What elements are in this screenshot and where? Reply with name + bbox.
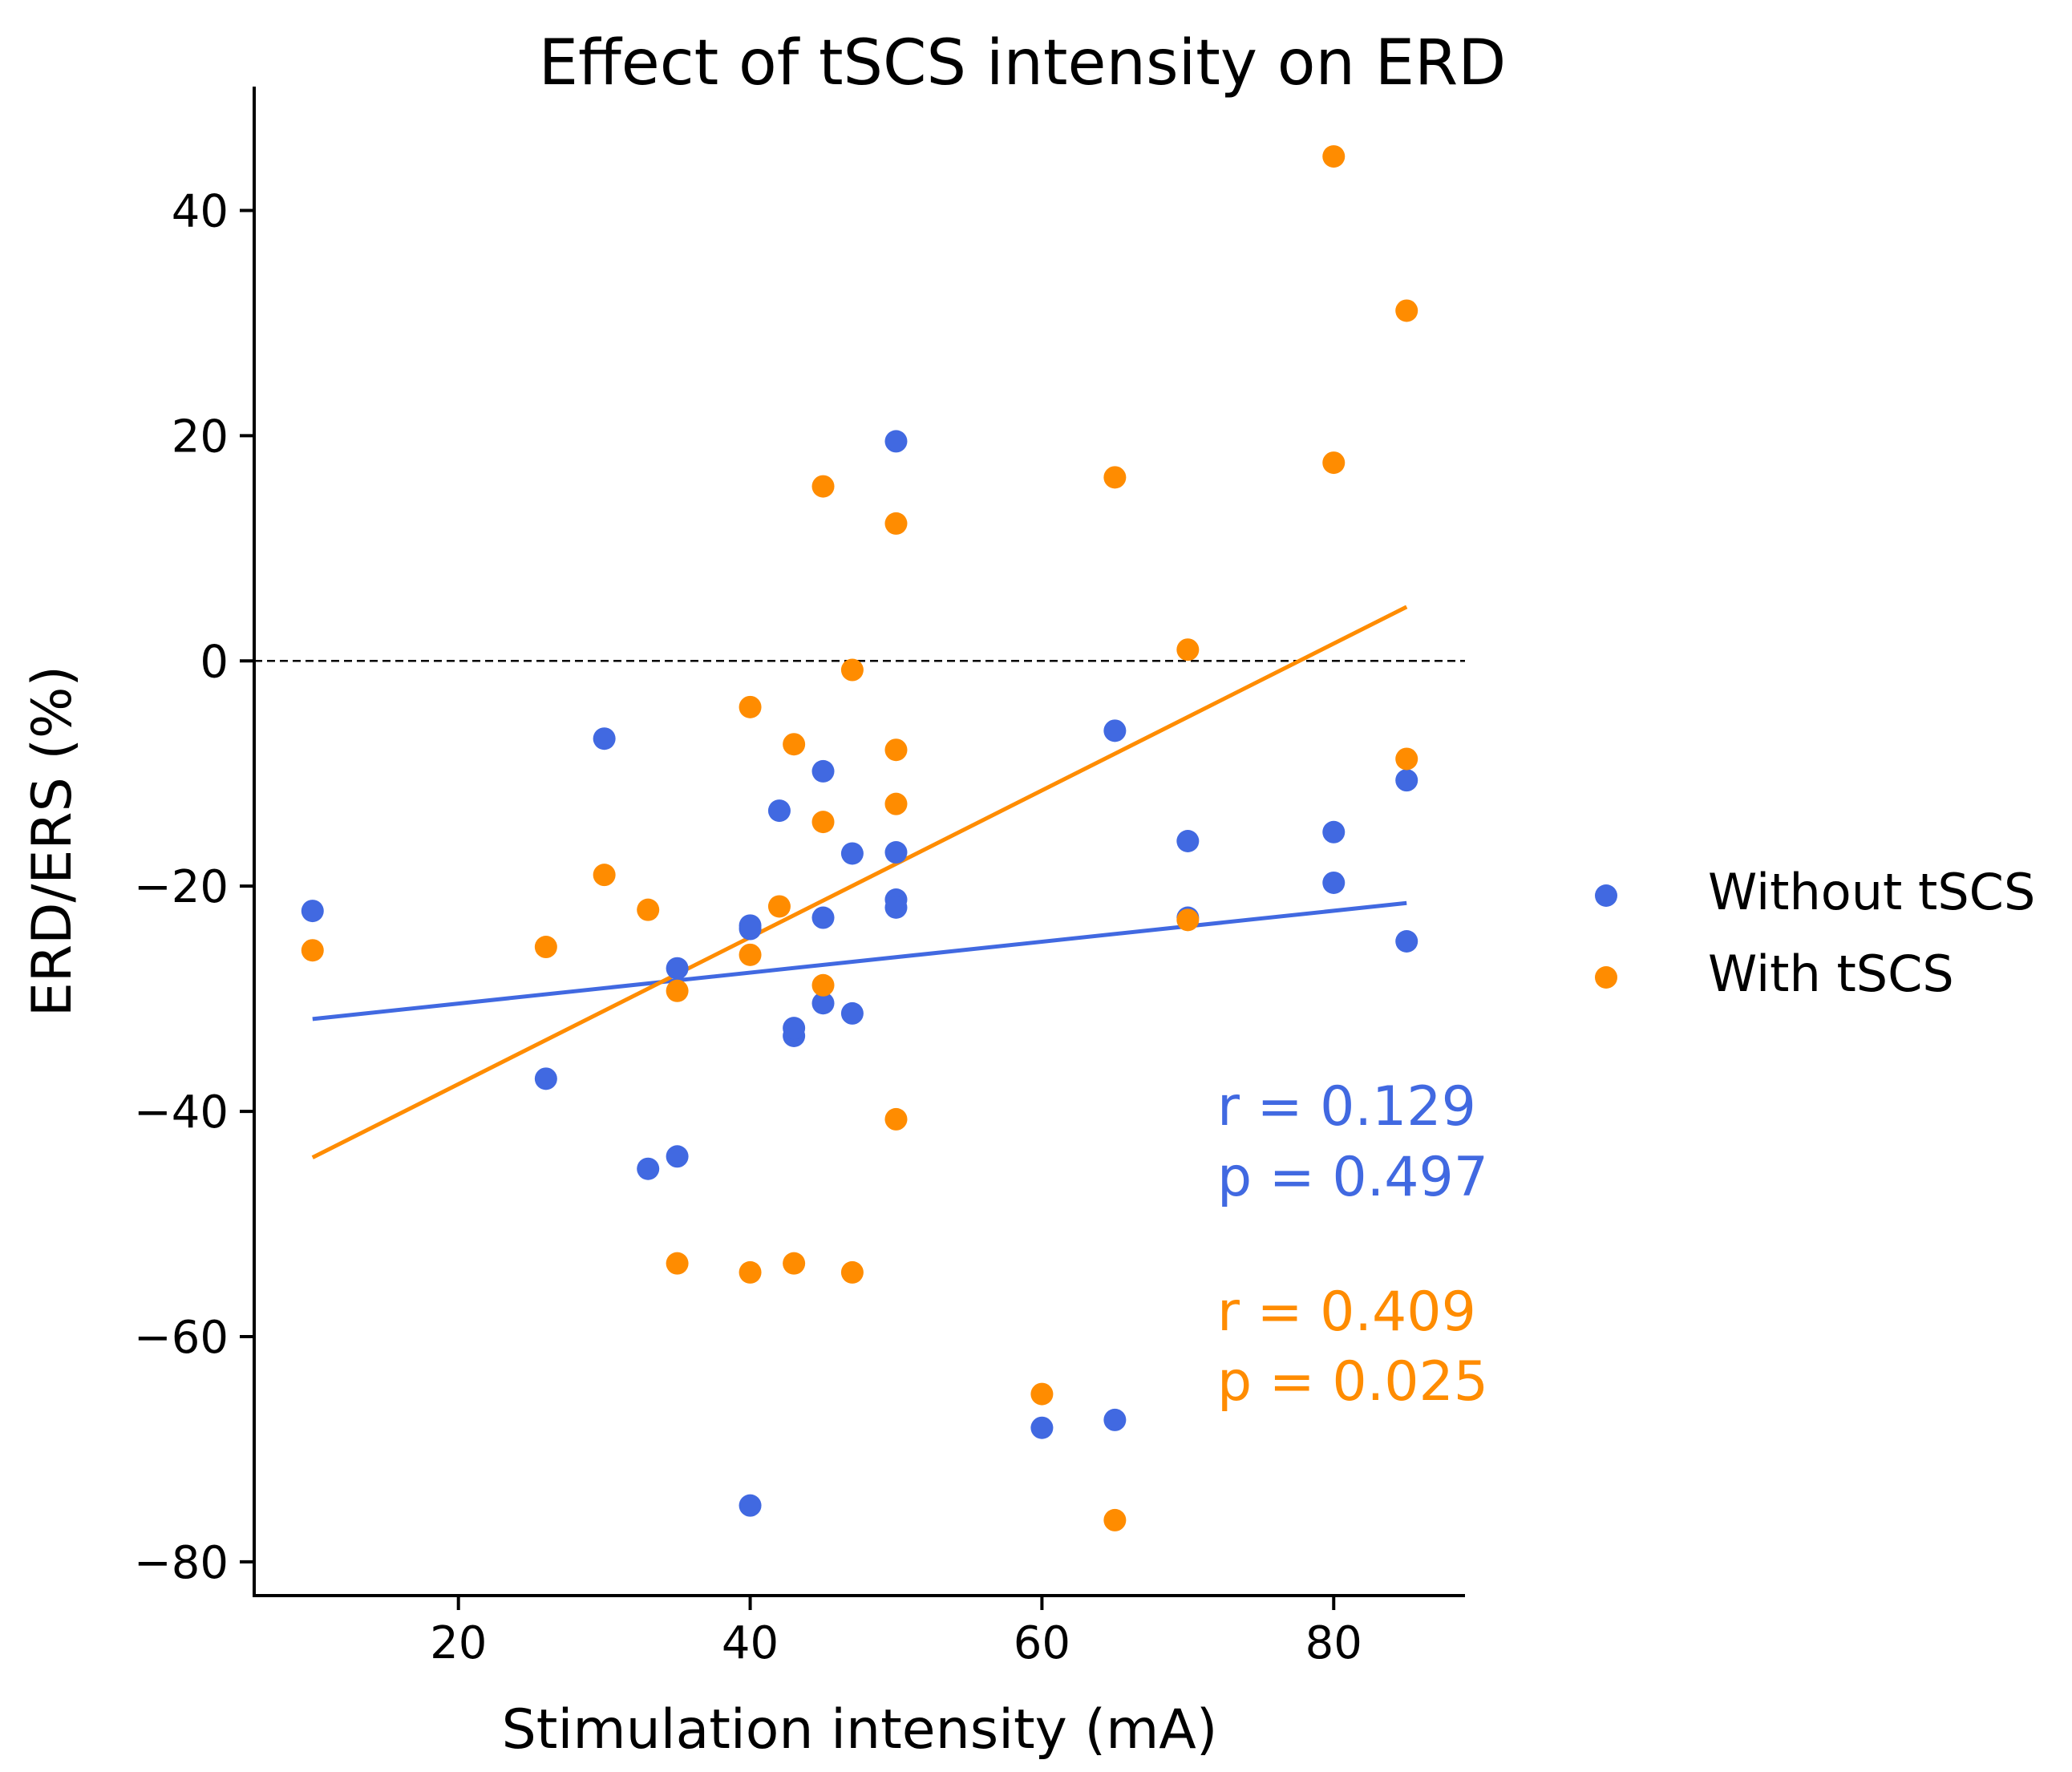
- point-without-tscs-12: [811, 759, 835, 783]
- y-tick-label-0: 40: [172, 185, 229, 237]
- chart-title: Effect of tSCS intensity on ERD: [539, 27, 1507, 99]
- point-with-tscs-0: [301, 939, 324, 962]
- point-without-tscs-16: [840, 1001, 864, 1025]
- point-with-tscs-21: [1030, 1382, 1054, 1406]
- point-with-tscs-19: [884, 792, 908, 815]
- point-without-tscs-27: [1322, 871, 1346, 894]
- point-with-tscs-2: [593, 864, 616, 887]
- y-tick-label-6: −80: [134, 1537, 229, 1589]
- point-with-tscs-10: [783, 733, 806, 756]
- point-without-tscs-8: [739, 1494, 762, 1517]
- legend-label-without-tscs: Without tSCS: [1708, 863, 2035, 921]
- point-with-tscs-27: [1322, 451, 1346, 475]
- x-axis-title: Stimulation intensity (mA): [502, 1698, 1218, 1762]
- stat-r-with-tscs: r = 0.409: [1217, 1280, 1476, 1344]
- y-axis-title: ERD/ERS (%): [21, 666, 84, 1017]
- point-without-tscs-13: [811, 906, 835, 929]
- point-with-tscs-23: [1103, 1508, 1127, 1531]
- x-tick-label-60: 60: [1014, 1617, 1070, 1669]
- stat-p-without-tscs: p = 0.497: [1217, 1146, 1488, 1209]
- point-without-tscs-26: [1322, 820, 1346, 844]
- point-without-tscs-23: [1103, 1408, 1127, 1431]
- point-with-tscs-6: [739, 695, 762, 718]
- point-without-tscs-4: [666, 1145, 689, 1168]
- fit-lines: [311, 605, 1408, 1159]
- point-without-tscs-11: [783, 1017, 806, 1040]
- point-with-tscs-12: [811, 475, 835, 498]
- point-without-tscs-24: [1176, 830, 1200, 852]
- point-without-tscs-7: [739, 914, 762, 937]
- point-with-tscs-18: [884, 738, 908, 762]
- y-ticks: 40 20 0 −20 −40 −60 −80: [134, 185, 254, 1589]
- point-without-tscs-15: [840, 842, 864, 865]
- point-without-tscs-22: [1103, 719, 1127, 742]
- fit-line-with-tscs: [311, 605, 1408, 1159]
- point-without-tscs-9: [767, 799, 791, 823]
- point-with-tscs-11: [783, 1252, 806, 1275]
- point-with-tscs-7: [739, 943, 762, 966]
- x-tick-label-40: 40: [722, 1617, 779, 1669]
- axes: [253, 87, 1465, 1597]
- point-without-tscs-20: [884, 896, 908, 919]
- stat-p-with-tscs: p = 0.025: [1217, 1350, 1488, 1414]
- point-with-tscs-17: [884, 512, 908, 535]
- point-with-tscs-4: [666, 979, 689, 1002]
- stat-r-without-tscs: r = 0.129: [1217, 1075, 1476, 1139]
- point-without-tscs-0: [301, 900, 324, 923]
- point-with-tscs-13: [811, 811, 835, 834]
- fit-line-without-tscs: [312, 900, 1407, 1022]
- legend: Without tSCS With tSCS: [1595, 863, 2035, 1003]
- point-with-tscs-16: [840, 1260, 864, 1284]
- y-tick-label-2: 0: [200, 636, 229, 688]
- y-tick-label-1: 20: [172, 411, 229, 463]
- point-with-tscs-28: [1395, 299, 1418, 322]
- correlation-stats: r = 0.129 p = 0.497 r = 0.409 p = 0.025: [1217, 1075, 1488, 1414]
- y-tick-label-4: −40: [134, 1086, 229, 1139]
- x-tick-label-20: 20: [430, 1617, 487, 1669]
- point-without-tscs-2: [593, 727, 616, 750]
- point-with-tscs-15: [840, 658, 864, 682]
- point-without-tscs-14: [811, 992, 835, 1015]
- point-with-tscs-8: [739, 1260, 762, 1284]
- x-ticks: 20 40 60 80: [430, 1596, 1362, 1669]
- point-with-tscs-29: [1395, 747, 1418, 771]
- legend-marker-without-tscs: [1595, 884, 1617, 907]
- point-with-tscs-20: [884, 1107, 908, 1131]
- point-without-tscs-1: [534, 1067, 557, 1090]
- point-with-tscs-3: [637, 898, 660, 921]
- point-without-tscs-18: [884, 841, 908, 864]
- data-points: [301, 145, 1418, 1531]
- point-with-tscs-9: [767, 895, 791, 918]
- point-without-tscs-29: [1395, 929, 1418, 953]
- point-without-tscs-5: [666, 957, 689, 980]
- point-with-tscs-5: [666, 1252, 689, 1275]
- point-with-tscs-26: [1322, 145, 1346, 168]
- point-with-tscs-24: [1176, 638, 1200, 661]
- point-without-tscs-17: [884, 430, 908, 453]
- point-without-tscs-21: [1030, 1416, 1054, 1439]
- point-without-tscs-28: [1395, 769, 1418, 792]
- y-tick-label-5: −60: [134, 1312, 229, 1364]
- point-with-tscs-22: [1103, 466, 1127, 489]
- legend-marker-with-tscs: [1595, 966, 1617, 989]
- point-with-tscs-1: [534, 936, 557, 959]
- point-with-tscs-25: [1176, 908, 1200, 932]
- y-tick-label-3: −20: [134, 861, 229, 913]
- x-tick-label-80: 80: [1305, 1617, 1362, 1669]
- point-with-tscs-14: [811, 973, 835, 997]
- legend-label-with-tscs: With tSCS: [1708, 945, 1954, 1003]
- point-without-tscs-3: [637, 1157, 660, 1180]
